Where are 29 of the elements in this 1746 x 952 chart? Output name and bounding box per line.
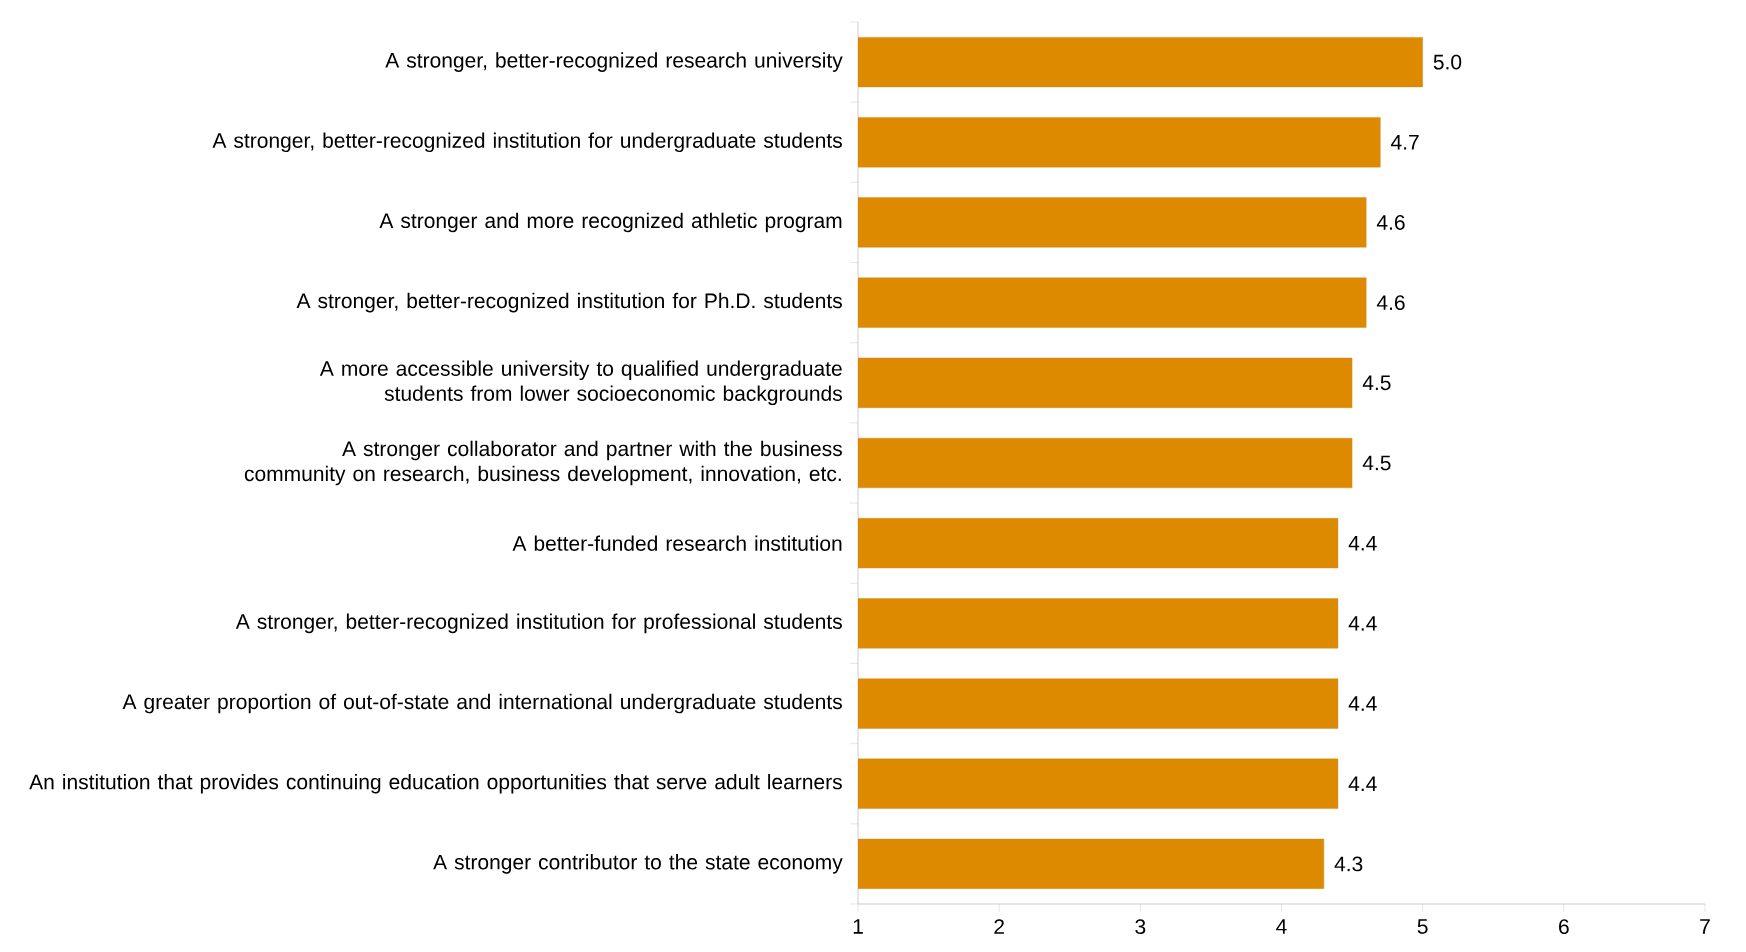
y-tick-label: A stronger, better-recognized institution for professional students: [235, 613, 842, 634]
data-label: 4.4: [1348, 776, 1377, 791]
y-tick-label: A greater proportion of out-of-state and international undergraduate students: [122, 693, 842, 714]
y-tick-label: A stronger contributor to the state economy: [433, 854, 843, 874]
y-tick-label: A stronger, better-recognized institution for Ph.D. students: [296, 292, 842, 313]
data-label: 4.7: [1391, 135, 1419, 150]
y-tick-label: A better-funded research institution: [512, 535, 842, 551]
data-label: 4.4: [1348, 616, 1377, 631]
x-tick-label: 1: [853, 919, 863, 934]
data-label: 5.0: [1433, 54, 1462, 70]
data-label: 4.6: [1376, 215, 1405, 230]
x-tick-label: 5: [1417, 919, 1428, 934]
data-label: 4.5: [1362, 375, 1391, 391]
y-tick-label: A stronger collaborator and partner with the business community on research, business development, innovation, etc.: [244, 440, 842, 486]
data-label: 4.3: [1334, 856, 1363, 872]
y-tick-label: A stronger, better-recognized research university: [385, 52, 843, 72]
y-tick-label: A more accessible university to qualified undergraduate students from lower socioeconomic backgrounds: [319, 360, 842, 406]
x-tick-label: 6: [1559, 919, 1569, 935]
data-label: 4.5: [1362, 455, 1391, 471]
y-tick-label: A stronger and more recognized athletic program: [379, 212, 842, 233]
x-tick-label: 3: [1135, 919, 1146, 935]
y-tick-label: An institution that provides continuing education opportunities that serve adult learners: [29, 773, 842, 794]
data-label: 4.4: [1348, 535, 1377, 551]
data-label: 4.6: [1376, 295, 1405, 311]
data-label: 4.4: [1348, 696, 1377, 711]
y-tick-label: A stronger, better-recognized institution for undergraduate students: [212, 132, 842, 153]
x-tick-label: 2: [994, 919, 1004, 934]
x-tick-label: 4: [1276, 919, 1287, 934]
x-tick-label: 7: [1700, 919, 1710, 934]
